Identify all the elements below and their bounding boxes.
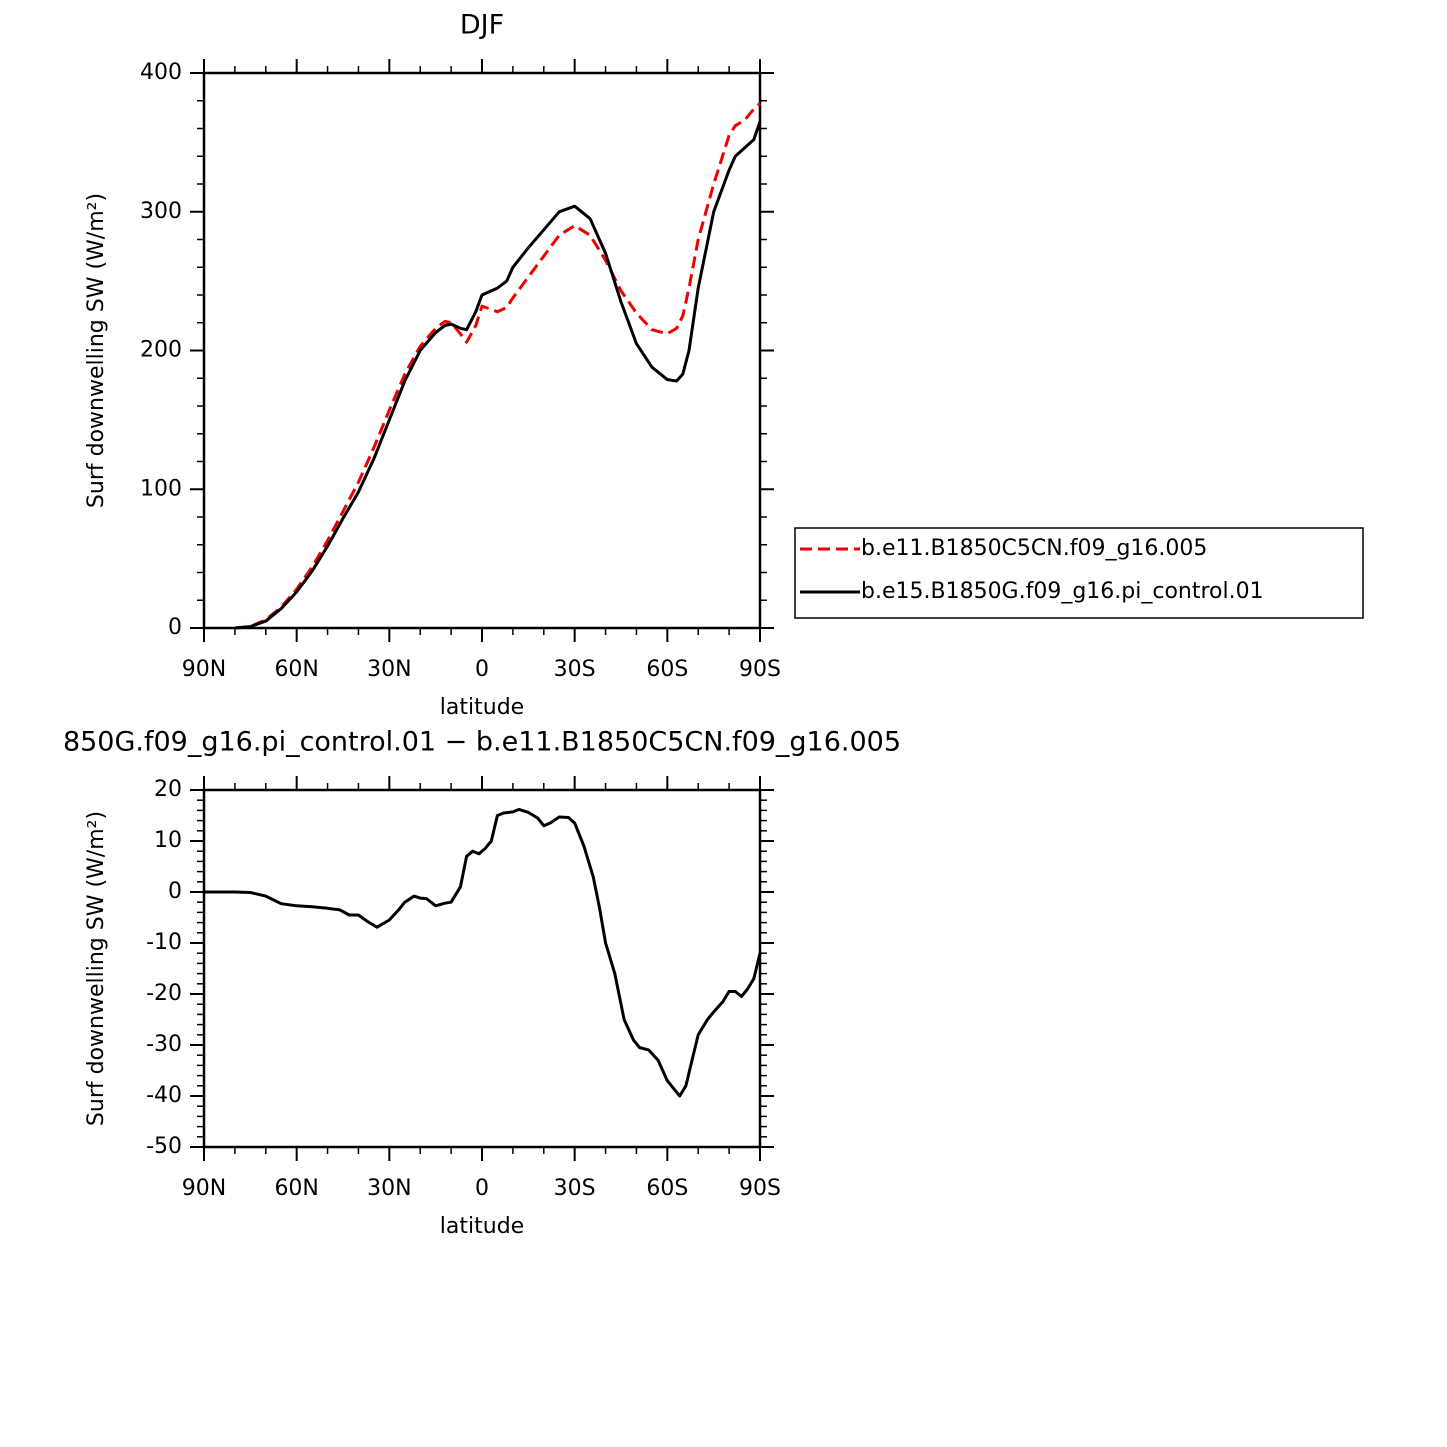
plot-frame xyxy=(202,788,762,1149)
x-tick-label: 60N xyxy=(274,657,318,682)
y-tick-label: -10 xyxy=(146,930,182,955)
y-tick-label: -40 xyxy=(146,1083,182,1108)
y-tick-label: 10 xyxy=(154,828,182,853)
y-tick-label: 0 xyxy=(168,879,182,904)
series-line xyxy=(204,807,762,1098)
x-tick-label: 60S xyxy=(646,657,688,682)
x-tick-label: 30N xyxy=(367,657,411,682)
x-tick-label: 0 xyxy=(475,657,489,682)
x-tick-label: 90N xyxy=(182,1176,226,1201)
x-tick-label: 60N xyxy=(274,1176,318,1201)
x-axis-label: latitude xyxy=(440,1214,524,1239)
series-line xyxy=(234,121,762,630)
x-tick-label: 90N xyxy=(182,657,226,682)
y-tick-label: 200 xyxy=(140,338,182,363)
legend-label: b.e11.B1850C5CN.f09_g16.005 xyxy=(861,536,1207,561)
chart-title: 850G.f09_g16.pi_control.01 − b.e11.B1850… xyxy=(63,727,901,758)
y-tick-label: -30 xyxy=(146,1032,182,1057)
y-tick-label: 20 xyxy=(154,777,182,802)
y-tick-label: -50 xyxy=(146,1134,182,1159)
y-tick-label: 300 xyxy=(140,199,182,224)
y-tick-label: 100 xyxy=(140,476,182,501)
y-axis-label: Surf downwelling SW (W/m²) xyxy=(84,193,109,508)
chart-title: DJF xyxy=(460,10,504,41)
series-line xyxy=(234,102,762,630)
x-tick-label: 0 xyxy=(475,1176,489,1201)
y-tick-label: -20 xyxy=(146,981,182,1006)
legend-box xyxy=(794,527,1364,619)
x-tick-label: 30S xyxy=(554,657,596,682)
y-tick-label: 400 xyxy=(140,60,182,85)
legend-label: b.e15.B1850G.f09_g16.pi_control.01 xyxy=(861,579,1264,604)
x-tick-label: 60S xyxy=(646,1176,688,1201)
y-axis-label: Surf downwelling SW (W/m²) xyxy=(84,811,109,1126)
x-tick-label: 90S xyxy=(739,1176,781,1201)
x-axis-label: latitude xyxy=(440,695,524,720)
x-tick-label: 30S xyxy=(554,1176,596,1201)
x-tick-label: 90S xyxy=(739,657,781,682)
plot-frame xyxy=(202,71,762,630)
x-tick-label: 30N xyxy=(367,1176,411,1201)
y-tick-label: 0 xyxy=(168,615,182,640)
